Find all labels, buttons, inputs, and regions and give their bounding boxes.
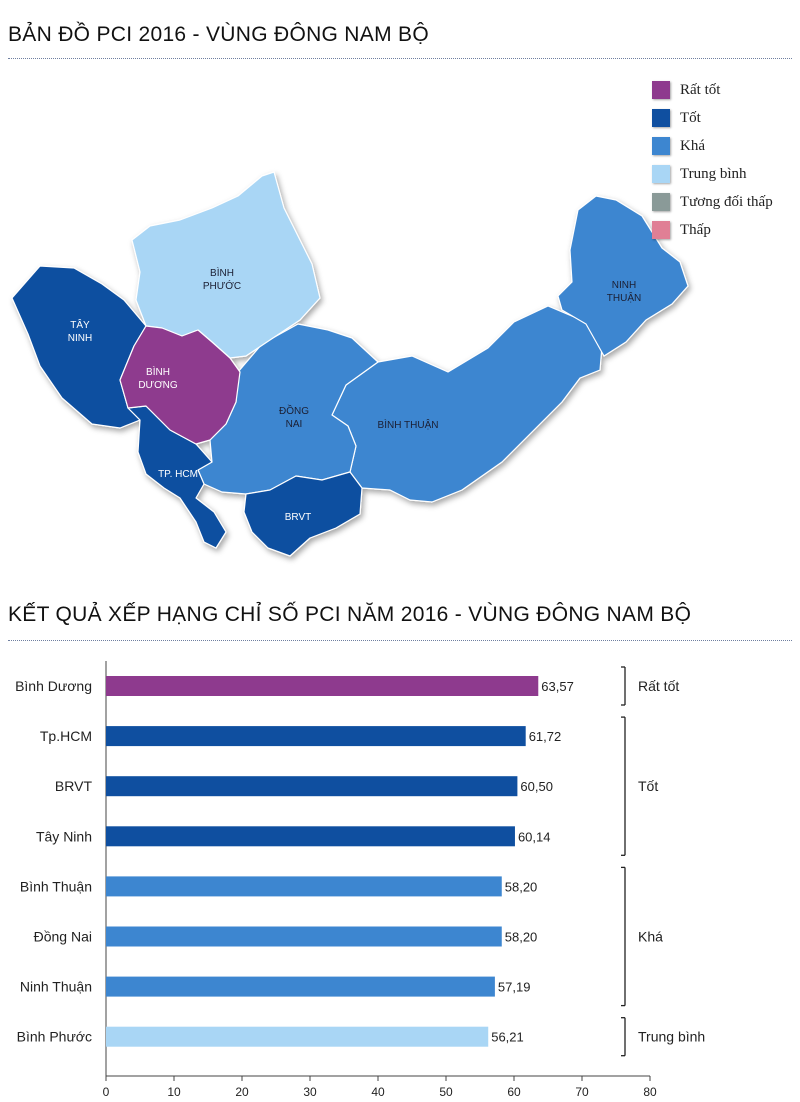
legend-item-thap: Thấp <box>652 216 773 244</box>
x-tick-label: 20 <box>235 1085 249 1099</box>
bar-value-label: 58,20 <box>505 879 538 894</box>
legend-swatch-tot <box>652 109 670 127</box>
province-ninh-thuan[interactable] <box>557 195 689 357</box>
legend-item-kha: Khá <box>652 132 773 160</box>
bar-value-label: 63,57 <box>541 679 574 694</box>
bar-value-label: 57,19 <box>498 980 531 995</box>
legend-swatch-trung-binh <box>652 165 670 183</box>
x-tick-label: 70 <box>575 1085 589 1099</box>
legend-swatch-tuong-doi-thap <box>652 193 670 211</box>
province-label-binh-thuan: BÌNH THUẬN <box>378 418 439 431</box>
province-label-binh-phuoc: BÌNH PHƯỚC <box>203 266 241 292</box>
province-label-tay-ninh: TÂY NINH <box>68 318 92 344</box>
x-tick-label: 30 <box>303 1085 317 1099</box>
pci-map: TÂY NINH BÌNH PHƯỚC BÌNH DƯƠNG ĐỒNG NAI BÌNH THU… <box>11 171 689 557</box>
category-label: Tp.HCM <box>40 728 92 744</box>
legend-item-tot: Tốt <box>652 104 773 132</box>
bar <box>106 976 495 997</box>
bar <box>106 726 526 747</box>
province-label-tp-hcm: TP. HCM <box>158 469 198 480</box>
bar-value-label: 60,50 <box>520 779 553 794</box>
category-label: BRVT <box>55 778 93 794</box>
x-tick-label: 40 <box>371 1085 385 1099</box>
legend-label-tot: Tốt <box>680 109 701 126</box>
group-label: Khá <box>638 929 663 945</box>
province-label-brvt: BRVT <box>285 512 312 523</box>
province-binh-duong[interactable] <box>119 325 241 445</box>
x-tick-label: 10 <box>167 1085 181 1099</box>
bar <box>106 1026 489 1047</box>
bar <box>106 776 518 797</box>
province-label-binh-duong: BÌNH DƯƠNG <box>138 365 178 391</box>
province-tay-ninh[interactable] <box>11 265 147 429</box>
legend-label-rat-tot: Rất tốt <box>680 81 721 98</box>
province-brvt[interactable] <box>243 471 363 557</box>
map-legend: Rất tốt Tốt Khá Trung bình Tương đối thấ… <box>652 76 773 244</box>
legend-swatch-rat-tot <box>652 81 670 99</box>
legend-label-trung-binh: Trung bình <box>680 165 747 182</box>
province-label-ninh-thuan: NINH THUẬN <box>607 280 641 304</box>
category-label: Đồng Nai <box>34 929 92 945</box>
legend-item-trung-binh: Trung bình <box>652 160 773 188</box>
category-label: Bình Thuận <box>20 878 92 894</box>
province-binh-thuan[interactable] <box>331 305 603 503</box>
pci-bar-chart: 0 10 20 30 40 50 60 70 80 Bình Dương 63,57 Tp.HCM 61… <box>15 661 705 1099</box>
map-title-divider <box>8 58 792 59</box>
bar-value-label: 61,72 <box>529 729 562 744</box>
x-tick-label: 80 <box>643 1085 657 1099</box>
chart-title: KẾT QUẢ XẾP HẠNG CHỈ SỐ PCI NĂM 2016 - V… <box>8 603 692 626</box>
bar <box>106 676 539 696</box>
legend-item-tuong-doi-thap: Tương đối thấp <box>652 188 773 216</box>
bar-value-label: 58,20 <box>505 930 538 945</box>
province-label-dong-nai: ĐỒNG NAI <box>279 404 309 430</box>
legend-label-kha: Khá <box>680 137 705 154</box>
group-label: Rất tốt <box>638 678 679 694</box>
category-label: Bình Phước <box>17 1029 92 1045</box>
group-label: Tốt <box>638 778 658 794</box>
x-tick-label: 50 <box>439 1085 453 1099</box>
category-label: Ninh Thuận <box>20 979 92 995</box>
legend-label-thap: Thấp <box>680 221 711 238</box>
bar <box>106 876 502 897</box>
legend-item-rat-tot: Rất tốt <box>652 76 773 104</box>
bar <box>106 826 515 847</box>
category-label: Bình Dương <box>15 678 92 694</box>
bar-value-label: 60,14 <box>518 829 551 844</box>
x-tick-label: 0 <box>103 1085 110 1099</box>
map-title: BẢN ĐỒ PCI 2016 - VÙNG ĐÔNG NAM BỘ <box>8 23 429 46</box>
category-label: Tây Ninh <box>36 828 92 844</box>
legend-swatch-thap <box>652 221 670 239</box>
chart-title-divider <box>8 640 792 641</box>
bar-value-label: 56,21 <box>491 1030 524 1045</box>
legend-label-tuong-doi-thap: Tương đối thấp <box>680 193 773 210</box>
bar <box>106 926 502 947</box>
x-tick-label: 60 <box>507 1085 521 1099</box>
legend-swatch-kha <box>652 137 670 155</box>
group-label: Trung bình <box>638 1029 705 1045</box>
